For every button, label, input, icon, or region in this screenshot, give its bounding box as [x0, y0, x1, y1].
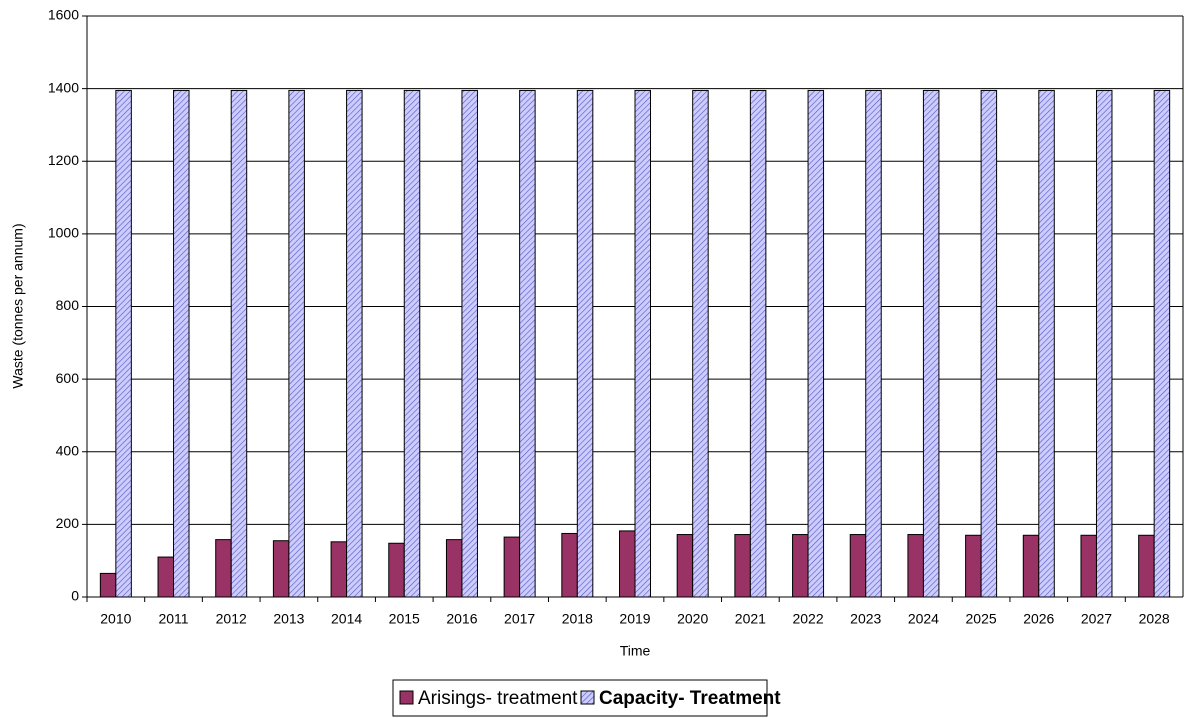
bar	[749, 89, 767, 598]
bar	[115, 89, 132, 598]
x-tick-label: 2012	[216, 611, 247, 627]
bar	[230, 89, 248, 598]
bar	[503, 536, 521, 598]
bar	[965, 534, 982, 598]
bar	[519, 89, 536, 598]
y-tick-label: 1400	[48, 79, 79, 95]
bar	[99, 572, 117, 598]
bar	[907, 534, 924, 598]
x-tick-label: 2018	[562, 611, 593, 627]
bar	[388, 542, 405, 598]
legend-label: Arisings- treatment	[418, 688, 578, 709]
y-tick-label: 600	[56, 370, 80, 386]
x-tick-label: 2010	[100, 611, 131, 627]
bar	[734, 534, 751, 598]
legend-swatch	[580, 690, 595, 705]
y-tick-label: 400	[56, 442, 80, 458]
bar	[792, 534, 809, 598]
x-tick-label: 2023	[850, 611, 881, 627]
legend-swatch	[399, 690, 414, 705]
x-tick-label: 2019	[619, 611, 650, 627]
bar	[272, 540, 290, 598]
bar	[849, 534, 867, 598]
bar	[576, 89, 594, 598]
y-tick-label: 800	[56, 297, 80, 313]
bar	[865, 89, 882, 598]
y-tick-label: 1000	[48, 225, 79, 241]
x-tick-label: 2016	[446, 611, 477, 627]
x-tick-label: 2024	[908, 611, 939, 627]
bar	[1138, 534, 1155, 598]
bar	[1153, 89, 1171, 598]
bar	[215, 539, 232, 598]
bar	[346, 89, 363, 598]
bar	[1022, 534, 1040, 598]
x-tick-label: 2026	[1023, 611, 1054, 627]
bar	[403, 89, 421, 598]
x-tick-label: 2028	[1139, 611, 1170, 627]
bar	[173, 89, 190, 598]
bar	[980, 89, 998, 598]
bar	[157, 556, 175, 598]
y-axis-label: Waste (tonnes per annum)	[10, 223, 26, 388]
x-tick-label: 2013	[273, 611, 304, 627]
bar	[461, 89, 478, 598]
bar	[330, 541, 348, 598]
y-tick-label: 1600	[48, 7, 79, 23]
x-tick-label: 2021	[735, 611, 766, 627]
y-tick-label: 1200	[48, 152, 79, 168]
bar	[634, 89, 651, 598]
x-tick-label: 2027	[1081, 611, 1112, 627]
bar	[1080, 534, 1097, 598]
x-tick-label: 2025	[966, 611, 997, 627]
bar	[445, 539, 463, 598]
x-tick-label: 2020	[677, 611, 708, 627]
bar	[676, 534, 694, 598]
x-tick-label: 2022	[792, 611, 823, 627]
bar	[1095, 89, 1113, 598]
x-axis-label: Time	[620, 643, 651, 659]
bar	[922, 89, 940, 598]
bar	[692, 89, 709, 598]
x-tick-label: 2017	[504, 611, 535, 627]
x-tick-label: 2014	[331, 611, 362, 627]
bar	[561, 532, 578, 598]
bar	[807, 89, 825, 598]
x-tick-label: 2011	[158, 611, 188, 627]
bar	[619, 530, 636, 598]
legend-box	[392, 679, 768, 717]
legend-label: Capacity- Treatment	[599, 688, 781, 709]
x-tick-label: 2015	[389, 611, 420, 627]
bar	[1038, 89, 1055, 598]
y-tick-label: 0	[71, 588, 79, 604]
bar	[288, 89, 305, 598]
y-tick-label: 200	[56, 515, 80, 531]
